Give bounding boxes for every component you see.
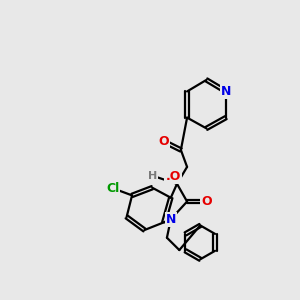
Text: H: H xyxy=(148,171,157,181)
Text: N: N xyxy=(220,85,231,98)
Text: O: O xyxy=(158,135,169,148)
Text: Cl: Cl xyxy=(106,182,119,195)
Text: N: N xyxy=(166,213,176,226)
Text: .O: .O xyxy=(165,169,181,183)
Text: O: O xyxy=(201,195,212,208)
